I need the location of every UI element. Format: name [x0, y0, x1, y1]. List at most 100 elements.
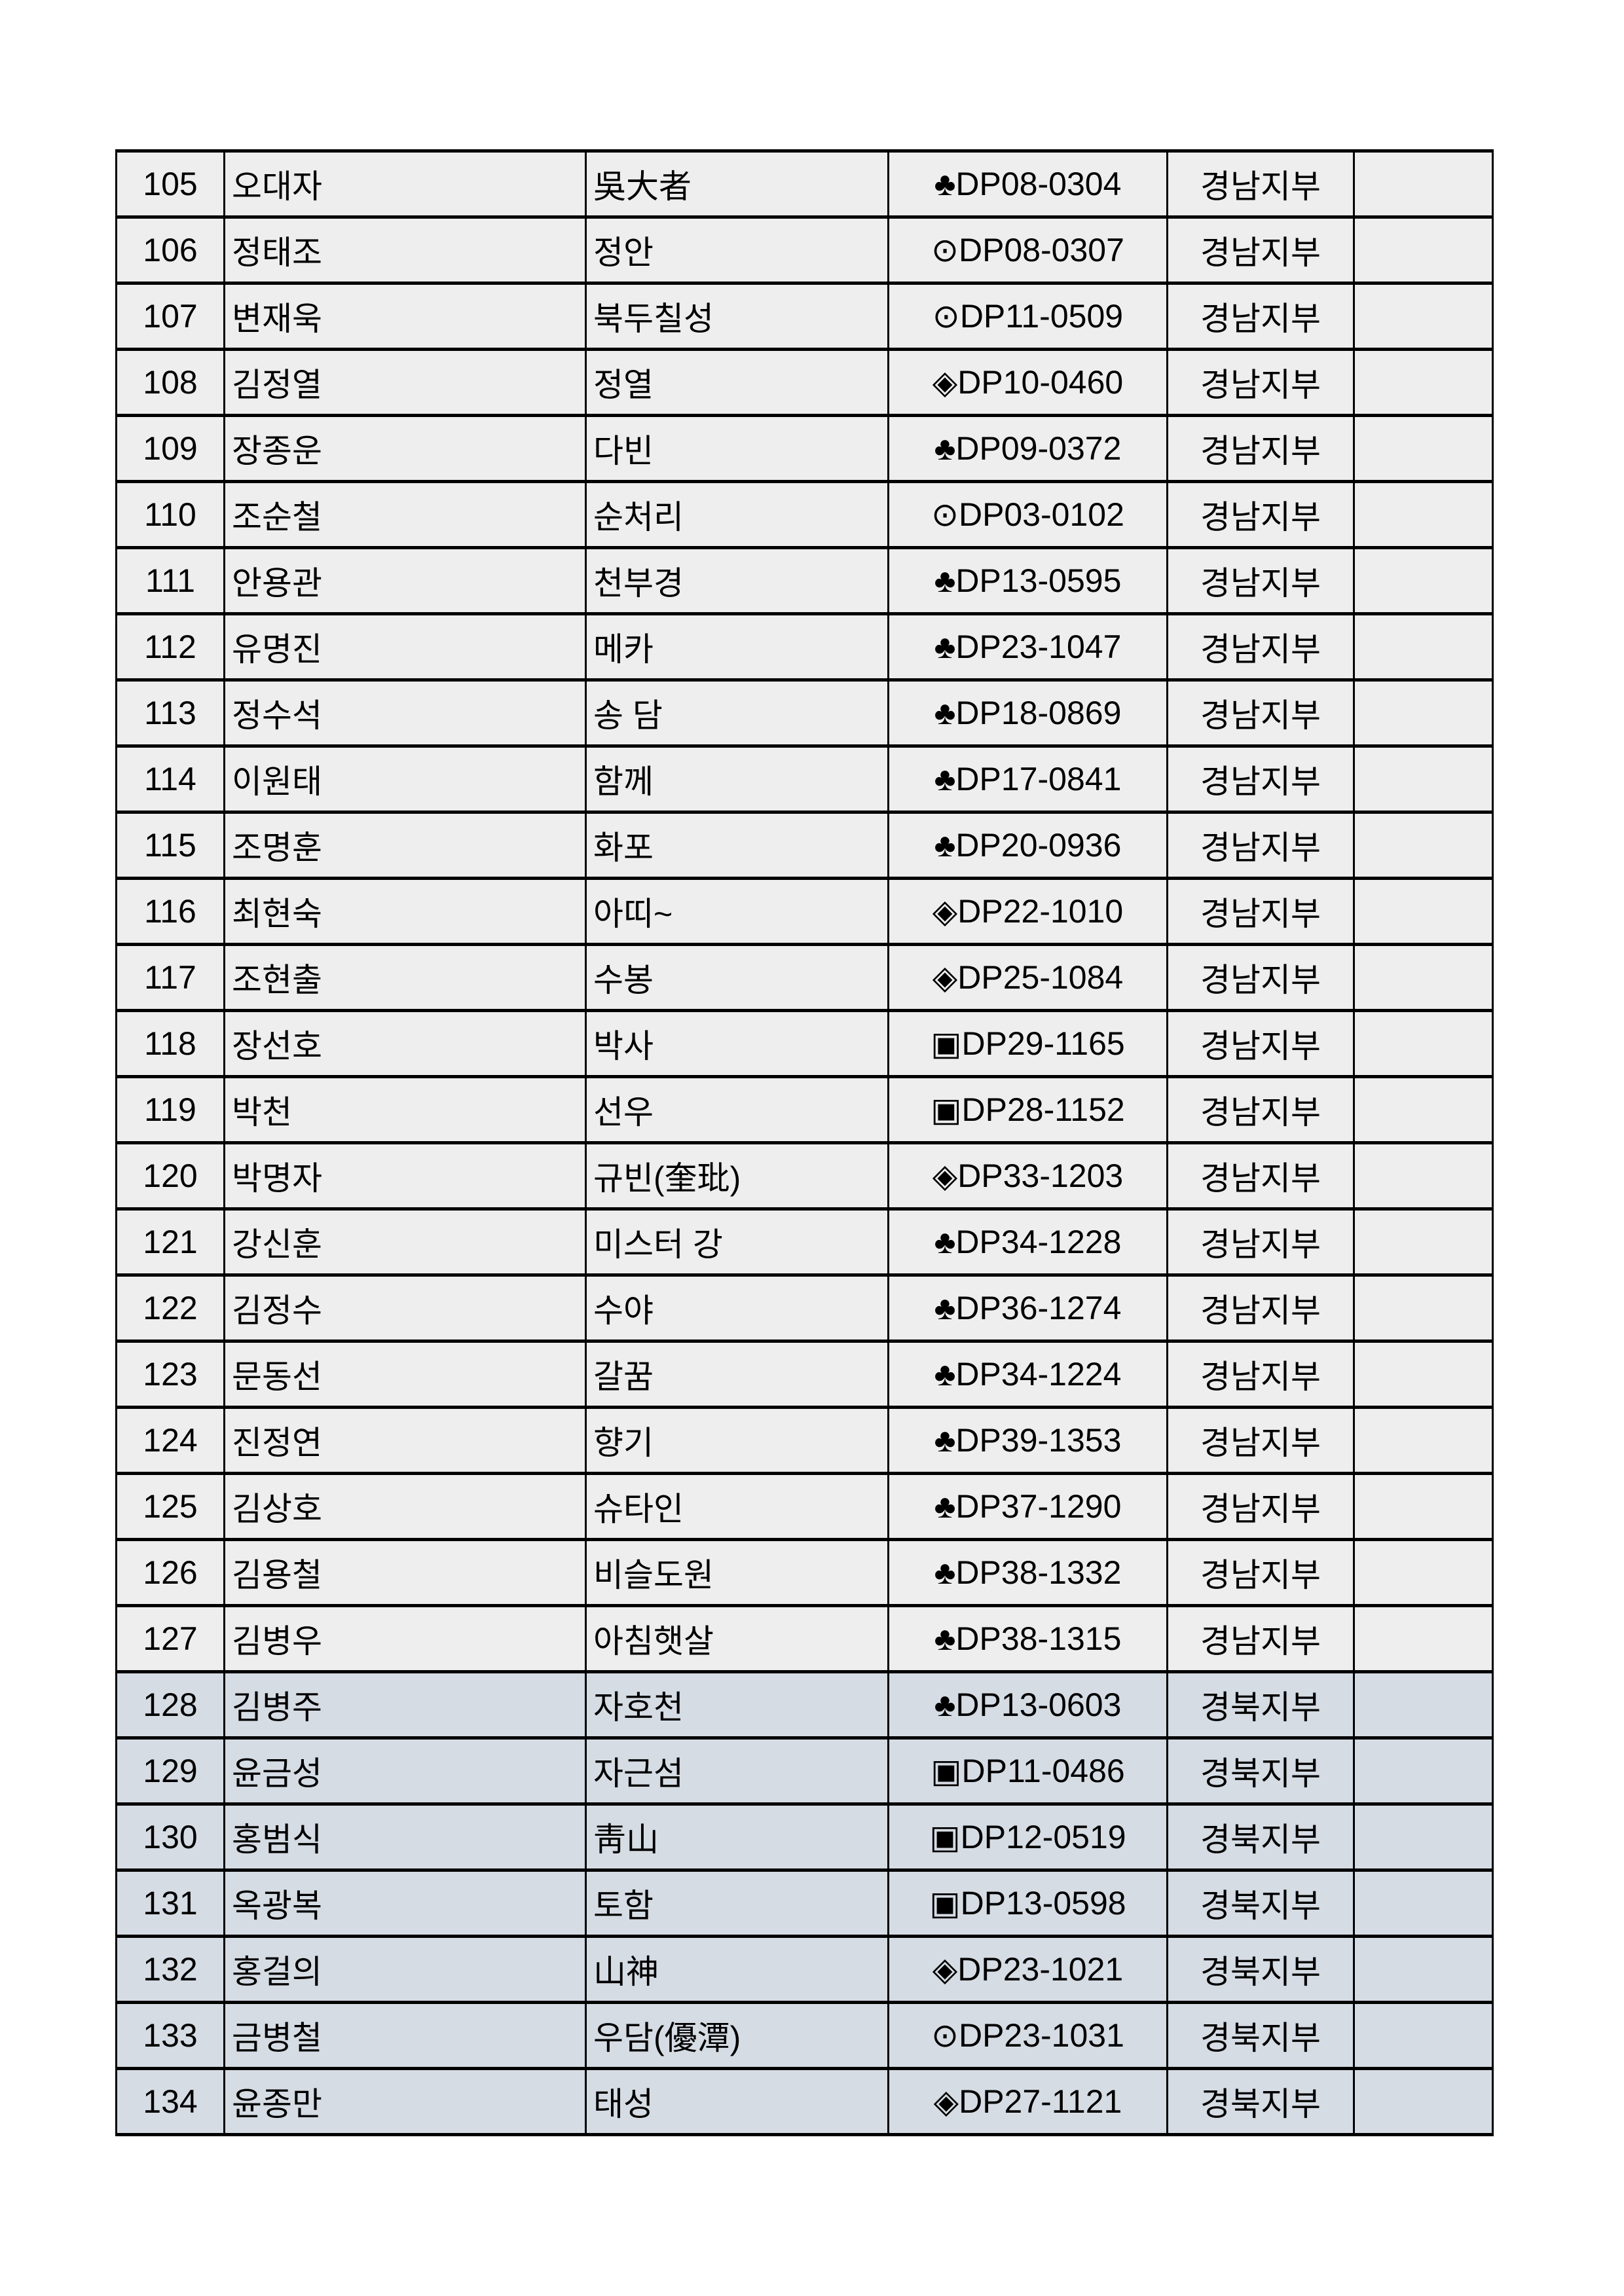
- row-number-cell: 117: [115, 943, 225, 1012]
- member-name-cell: 홍걸의: [223, 1935, 587, 2004]
- table-row: 120 박명자 규빈(奎玭) ◈DP33-1203 경남지부: [115, 1141, 1494, 1211]
- member-name-cell: 윤금성: [223, 1736, 587, 1806]
- nickname-cell: 화포: [585, 811, 889, 880]
- branch-cell: 경남지부: [1166, 149, 1355, 219]
- branch-cell: 경남지부: [1166, 678, 1355, 748]
- member-name-cell: 진정연: [223, 1406, 587, 1475]
- note-cell: [1353, 1009, 1494, 1078]
- member-name-cell: 장종운: [223, 414, 587, 483]
- note-cell: [1353, 811, 1494, 880]
- note-cell: [1353, 612, 1494, 682]
- nickname-cell: 아침햇살: [585, 1604, 889, 1673]
- nickname-cell: 山神: [585, 1935, 889, 2004]
- member-name-cell: 금병철: [223, 2001, 587, 2070]
- row-number-cell: 121: [115, 1207, 225, 1277]
- member-code-cell: ♣DP37-1290: [887, 1472, 1168, 1541]
- member-name-cell: 김정수: [223, 1273, 587, 1343]
- row-number-cell: 133: [115, 2001, 225, 2070]
- row-number-cell: 105: [115, 149, 225, 219]
- table-row: 108 김정열 정열 ◈DP10-0460 경남지부: [115, 348, 1494, 417]
- member-name-cell: 김병주: [223, 1670, 587, 1740]
- table-row: 131 옥광복 토함 ▣DP13-0598 경북지부: [115, 1868, 1494, 1938]
- branch-cell: 경북지부: [1166, 2067, 1355, 2136]
- nickname-cell: 다빈: [585, 414, 889, 483]
- row-number-cell: 125: [115, 1472, 225, 1541]
- note-cell: [1353, 1736, 1494, 1806]
- nickname-cell: 선우: [585, 1075, 889, 1144]
- branch-cell: 경남지부: [1166, 1009, 1355, 1078]
- member-code-cell: ♣DP38-1315: [887, 1604, 1168, 1673]
- branch-cell: 경남지부: [1166, 1273, 1355, 1343]
- table-row: 118 장선호 박사 ▣DP29-1165 경남지부: [115, 1009, 1494, 1078]
- branch-cell: 경남지부: [1166, 1604, 1355, 1673]
- member-name-cell: 조명훈: [223, 811, 587, 880]
- row-number-cell: 126: [115, 1538, 225, 1607]
- table-row: 117 조현출 수봉 ◈DP25-1084 경남지부: [115, 943, 1494, 1012]
- member-name-cell: 유명진: [223, 612, 587, 682]
- member-code-cell: ♣DP36-1274: [887, 1273, 1168, 1343]
- member-name-cell: 이원태: [223, 744, 587, 814]
- note-cell: [1353, 1141, 1494, 1211]
- member-name-cell: 김상호: [223, 1472, 587, 1541]
- branch-cell: 경남지부: [1166, 1538, 1355, 1607]
- member-code-cell: ♣DP13-0603: [887, 1670, 1168, 1740]
- row-number-cell: 118: [115, 1009, 225, 1078]
- nickname-cell: 吳大者: [585, 149, 889, 219]
- note-cell: [1353, 215, 1494, 285]
- row-number-cell: 132: [115, 1935, 225, 2004]
- nickname-cell: 슈타인: [585, 1472, 889, 1541]
- member-name-cell: 옥광복: [223, 1868, 587, 1938]
- row-number-cell: 122: [115, 1273, 225, 1343]
- member-name-cell: 조순철: [223, 480, 587, 549]
- member-code-cell: ◈DP22-1010: [887, 877, 1168, 946]
- branch-cell: 경남지부: [1166, 480, 1355, 549]
- branch-cell: 경남지부: [1166, 612, 1355, 682]
- note-cell: [1353, 1802, 1494, 1872]
- table-row: 130 홍범식 靑山 ▣DP12-0519 경북지부: [115, 1802, 1494, 1872]
- branch-cell: 경남지부: [1166, 1141, 1355, 1211]
- member-code-cell: ◈DP33-1203: [887, 1141, 1168, 1211]
- member-code-cell: ▣DP28-1152: [887, 1075, 1168, 1144]
- note-cell: [1353, 1075, 1494, 1144]
- branch-cell: 경남지부: [1166, 348, 1355, 417]
- member-code-cell: ⊙DP08-0307: [887, 215, 1168, 285]
- table-row: 115 조명훈 화포 ♣DP20-0936 경남지부: [115, 811, 1494, 880]
- row-number-cell: 129: [115, 1736, 225, 1806]
- table-row: 124 진정연 향기 ♣DP39-1353 경남지부: [115, 1406, 1494, 1475]
- table-row: 105 오대자 吳大者 ♣DP08-0304 경남지부: [115, 149, 1494, 219]
- branch-cell: 경남지부: [1166, 943, 1355, 1012]
- table-row: 107 변재욱 북두칠성 ⊙DP11-0509 경남지부: [115, 282, 1494, 351]
- member-code-cell: ◈DP25-1084: [887, 943, 1168, 1012]
- note-cell: [1353, 1207, 1494, 1277]
- nickname-cell: 함께: [585, 744, 889, 814]
- note-cell: [1353, 348, 1494, 417]
- note-cell: [1353, 877, 1494, 946]
- note-cell: [1353, 744, 1494, 814]
- nickname-cell: 송 담: [585, 678, 889, 748]
- table-row: 133 금병철 우담(優潭) ⊙DP23-1031 경북지부: [115, 2001, 1494, 2070]
- member-name-cell: 정태조: [223, 215, 587, 285]
- member-name-cell: 박명자: [223, 1141, 587, 1211]
- member-code-cell: ♣DP20-0936: [887, 811, 1168, 880]
- table-row: 110 조순철 순처리 ⊙DP03-0102 경남지부: [115, 480, 1494, 549]
- table-row: 123 문동선 갈꿈 ♣DP34-1224 경남지부: [115, 1339, 1494, 1409]
- table-row: 127 김병우 아침햇살 ♣DP38-1315 경남지부: [115, 1604, 1494, 1673]
- table-row: 126 김용철 비슬도원 ♣DP38-1332 경남지부: [115, 1538, 1494, 1607]
- table-row: 116 최현숙 아띠~ ◈DP22-1010 경남지부: [115, 877, 1494, 946]
- row-number-cell: 108: [115, 348, 225, 417]
- member-name-cell: 안용관: [223, 546, 587, 615]
- member-code-cell: ♣DP17-0841: [887, 744, 1168, 814]
- note-cell: [1353, 1472, 1494, 1541]
- nickname-cell: 비슬도원: [585, 1538, 889, 1607]
- member-code-cell: ♣DP23-1047: [887, 612, 1168, 682]
- table-row: 129 윤금성 자근섬 ▣DP11-0486 경북지부: [115, 1736, 1494, 1806]
- branch-cell: 경북지부: [1166, 2001, 1355, 2070]
- member-name-cell: 변재욱: [223, 282, 587, 351]
- note-cell: [1353, 149, 1494, 219]
- row-number-cell: 134: [115, 2067, 225, 2136]
- member-code-cell: ♣DP08-0304: [887, 149, 1168, 219]
- branch-cell: 경북지부: [1166, 1802, 1355, 1872]
- member-name-cell: 문동선: [223, 1339, 587, 1409]
- row-number-cell: 127: [115, 1604, 225, 1673]
- row-number-cell: 109: [115, 414, 225, 483]
